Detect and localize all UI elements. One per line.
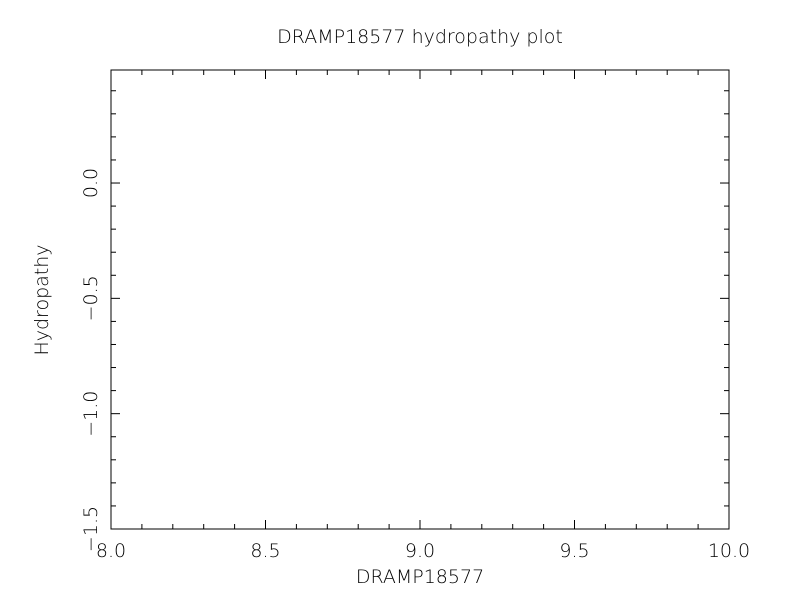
axis-ticks xyxy=(110,70,730,530)
y-tick-label: −1.5 xyxy=(80,506,102,552)
x-tick-labels: 8.0 8.5 9.0 9.5 10.0 xyxy=(96,540,750,562)
x-tick-label: 8.0 xyxy=(96,540,126,562)
x-axis-label: DRAMP18577 xyxy=(356,566,484,588)
x-tick-label: 9.0 xyxy=(405,540,435,562)
y-tick-labels: 0.0 −0.5 −1.0 −1.5 xyxy=(80,168,102,552)
y-axis-label: Hydropathy xyxy=(31,244,53,355)
x-tick-label: 8.5 xyxy=(250,540,280,562)
x-tick-label: 10.0 xyxy=(708,540,750,562)
y-tick-label: −1.0 xyxy=(80,391,102,437)
y-tick-label: 0.0 xyxy=(80,168,102,198)
chart-title: DRAMP18577 hydropathy plot xyxy=(277,26,563,48)
plot-frame xyxy=(110,69,730,530)
x-tick-label: 9.5 xyxy=(559,540,589,562)
y-tick-label: −0.5 xyxy=(80,275,102,321)
